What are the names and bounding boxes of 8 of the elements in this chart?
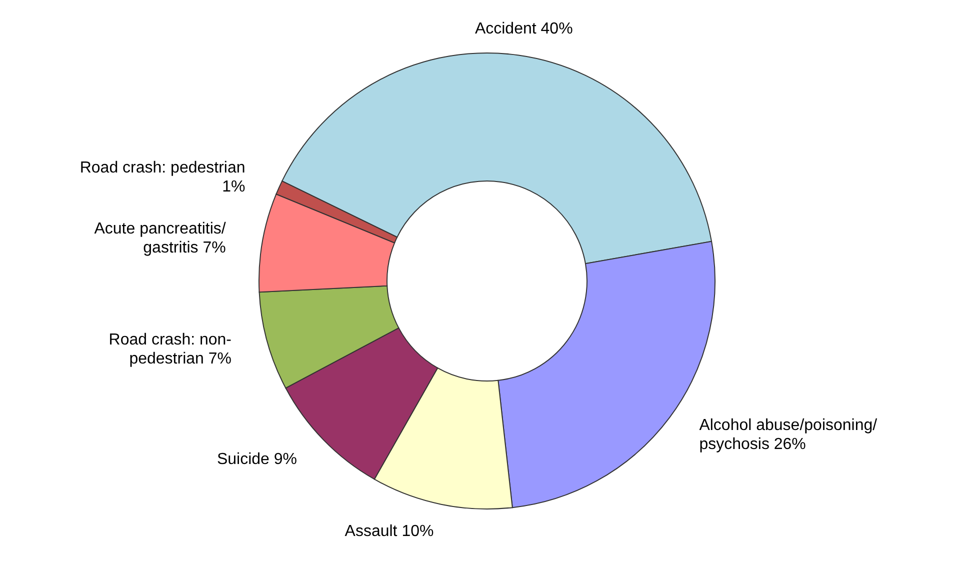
data-label: 1% (222, 178, 246, 196)
slice-label: Suicide 9% (216, 450, 298, 468)
slice-label: Alcohol abuse/poisoning/ psychosis 26% (699, 416, 878, 453)
slice-label: Accident 40% (474, 20, 573, 38)
slice-label: Acute pancreatitis/ gastritis 7% (94, 220, 226, 257)
slice-label: Road crash: non- pedestrian 7% (108, 332, 232, 368)
slice-label: Road crash: pedestrian (80, 159, 246, 176)
slice-label: Assault 10% (344, 522, 434, 540)
